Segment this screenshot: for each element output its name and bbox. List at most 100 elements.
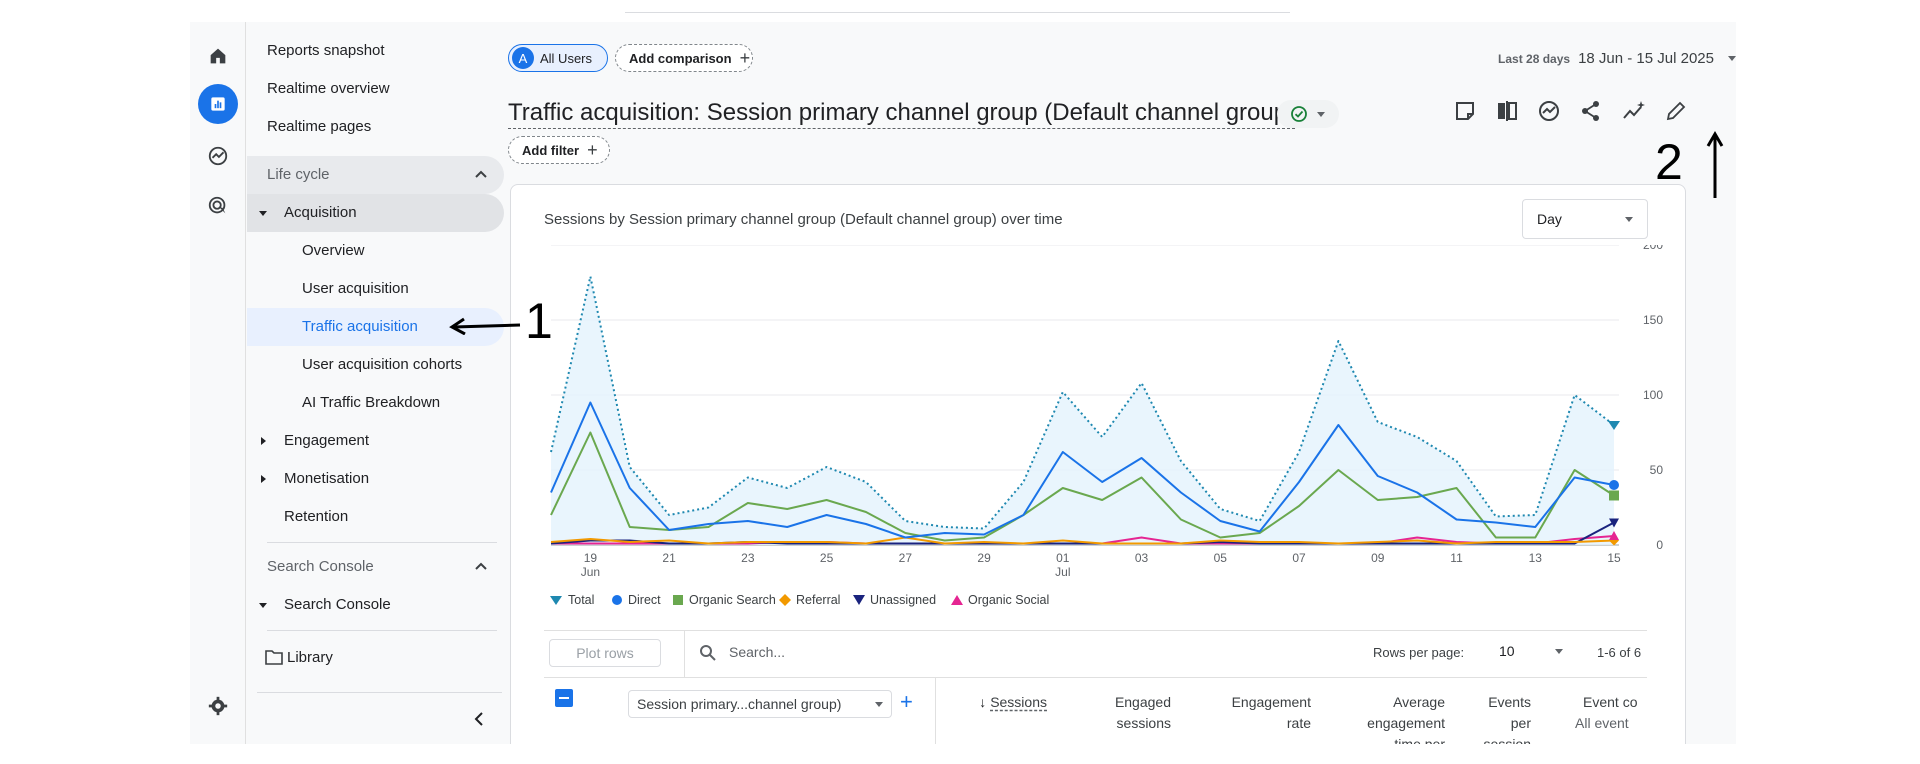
- analytics-window: Reports snapshot Realtime overview Realt…: [190, 22, 1736, 744]
- legend-marker-icon: [853, 594, 865, 606]
- add-filter-button[interactable]: Add filter +: [508, 136, 610, 164]
- chart-title: Sessions by Session primary channel grou…: [544, 211, 1063, 228]
- collapse-nav-icon[interactable]: [473, 711, 485, 727]
- dimension-value: Session primary...channel group): [637, 696, 842, 712]
- col-events-line1: Events: [1488, 694, 1531, 710]
- nav-divider: [257, 692, 502, 693]
- legend-item-organic-social[interactable]: Organic Social: [951, 593, 1049, 607]
- column-header-avg-engagement-time[interactable]: Average engagement time per: [1321, 692, 1445, 744]
- col-events-line3: session: [1483, 736, 1531, 744]
- advertising-icon[interactable]: [198, 186, 238, 226]
- nav-ai-traffic-breakdown[interactable]: AI Traffic Breakdown: [302, 394, 441, 411]
- date-range-picker[interactable]: Last 28 days 18 Jun - 15 Jul 2025: [1498, 50, 1736, 67]
- toolbar-divider: [684, 631, 685, 677]
- column-header-engagement-rate[interactable]: Engagement rate: [1201, 692, 1311, 734]
- nav-realtime-overview[interactable]: Realtime overview: [267, 80, 390, 97]
- x-tick-label: 05: [1214, 551, 1228, 565]
- nav-search-console[interactable]: Search Console: [284, 596, 391, 613]
- nav-acquisition-label: Acquisition: [284, 204, 357, 221]
- segment-chip-all-users[interactable]: A All Users: [508, 44, 608, 72]
- legend-item-referral[interactable]: Referral: [779, 593, 840, 607]
- legend-item-direct[interactable]: Direct: [611, 593, 661, 607]
- explore-icon[interactable]: [198, 136, 238, 176]
- nav-user-acquisition-cohorts[interactable]: User acquisition cohorts: [302, 356, 463, 373]
- series-line-referral: [550, 536, 1615, 545]
- home-icon[interactable]: [198, 36, 238, 76]
- annotation-arrow-left-icon: [449, 317, 521, 335]
- x-tick-label: 07: [1292, 551, 1306, 565]
- table-search-input[interactable]: Search...: [729, 644, 786, 660]
- end-marker-direct: [1609, 480, 1619, 490]
- legend-marker-icon: [779, 594, 791, 606]
- lifecycle-section-header[interactable]: [247, 156, 504, 194]
- segment-badge: A: [512, 47, 534, 69]
- nav-traffic-acquisition[interactable]: Traffic acquisition: [302, 318, 418, 335]
- legend-label: Total: [568, 593, 595, 607]
- nav-overview[interactable]: Overview: [302, 242, 365, 259]
- total-area: [551, 276, 1614, 545]
- x-tick-label: 15: [1607, 551, 1621, 565]
- add-filter-label: Add filter: [522, 142, 580, 158]
- share-icon[interactable]: [1580, 100, 1602, 122]
- plus-icon: +: [739, 47, 751, 68]
- plot-rows-button[interactable]: Plot rows: [549, 639, 661, 667]
- table-header-divider: [544, 677, 1647, 678]
- compare-icon[interactable]: [1496, 100, 1518, 122]
- table-top-divider: [544, 630, 1647, 631]
- y-tick-label: 150: [1643, 313, 1663, 327]
- legend-label: Direct: [628, 593, 661, 607]
- annotation-number-two: 2: [1655, 134, 1683, 190]
- trend-icon[interactable]: [1538, 100, 1560, 122]
- column-header-engaged-sessions[interactable]: Engaged sessions: [1071, 692, 1171, 734]
- chevron-up-icon[interactable]: [475, 561, 487, 571]
- series-line-direct: [550, 401, 1615, 539]
- dimension-dropdown-icon: [875, 701, 883, 707]
- legend-marker-icon: [672, 594, 684, 606]
- legend-item-organic-search[interactable]: Organic Search: [672, 593, 776, 607]
- col-avg-line3: time per: [1394, 736, 1445, 744]
- chevron-up-icon[interactable]: [475, 169, 487, 179]
- y-tick-label: 0: [1656, 538, 1663, 552]
- sort-down-arrow-icon: ↓: [979, 694, 987, 710]
- select-all-checkbox[interactable]: [555, 689, 573, 707]
- nav-monetisation[interactable]: Monetisation: [284, 470, 370, 487]
- insights-sparkle-icon[interactable]: [1622, 100, 1646, 122]
- settings-icon[interactable]: [198, 686, 238, 726]
- add-dimension-plus-icon[interactable]: +: [900, 689, 913, 714]
- legend-item-total[interactable]: Total: [549, 593, 594, 607]
- insights-note-icon[interactable]: [1454, 100, 1476, 122]
- nav-acquisition[interactable]: [247, 194, 504, 232]
- lifecycle-label: Life cycle: [267, 166, 330, 183]
- x-tick-label: 13: [1529, 551, 1543, 565]
- column-header-event-count[interactable]: Event co All event: [1561, 692, 1647, 734]
- nav-realtime-pages[interactable]: Realtime pages: [267, 118, 372, 135]
- nav-user-acquisition[interactable]: User acquisition: [302, 280, 409, 297]
- x-tick-label: 27: [899, 551, 913, 565]
- main-content: A All Users Add comparison + Last 28 day…: [508, 22, 1736, 744]
- nav-engagement[interactable]: Engagement: [284, 432, 370, 449]
- y-tick-label: 100: [1643, 388, 1663, 402]
- rows-per-page-select[interactable]: 10: [1499, 643, 1563, 659]
- report-title[interactable]: Traffic acquisition: Session primary cha…: [508, 98, 1296, 129]
- col-count-line1: Event co: [1583, 694, 1638, 710]
- caret-right-icon: [261, 437, 266, 445]
- granularity-select[interactable]: Day: [1522, 199, 1648, 239]
- add-comparison-button[interactable]: Add comparison +: [615, 44, 753, 72]
- search-console-section-header[interactable]: Search Console: [267, 558, 374, 575]
- nav-reports-snapshot[interactable]: Reports snapshot: [267, 42, 385, 59]
- column-header-sessions[interactable]: ↓ Sessions: [959, 692, 1047, 713]
- end-marker-unassigned: [1609, 518, 1619, 528]
- legend-item-unassigned[interactable]: Unassigned: [853, 593, 936, 607]
- report-status-dropdown[interactable]: [1277, 100, 1339, 128]
- column-header-events-per-session[interactable]: Events per session: [1461, 692, 1531, 744]
- dimension-select[interactable]: Session primary...channel group): [628, 690, 892, 718]
- nav-retention[interactable]: Retention: [284, 508, 349, 525]
- col-rate-line2: rate: [1286, 715, 1311, 731]
- col-engaged-line2: sessions: [1116, 715, 1171, 731]
- x-tick-label: 01: [1056, 551, 1070, 565]
- caret-down-icon: [259, 603, 267, 608]
- reports-icon[interactable]: [198, 84, 238, 124]
- legend-marker-icon: [951, 594, 963, 606]
- edit-pencil-icon[interactable]: [1665, 100, 1687, 122]
- nav-library[interactable]: Library: [287, 649, 333, 666]
